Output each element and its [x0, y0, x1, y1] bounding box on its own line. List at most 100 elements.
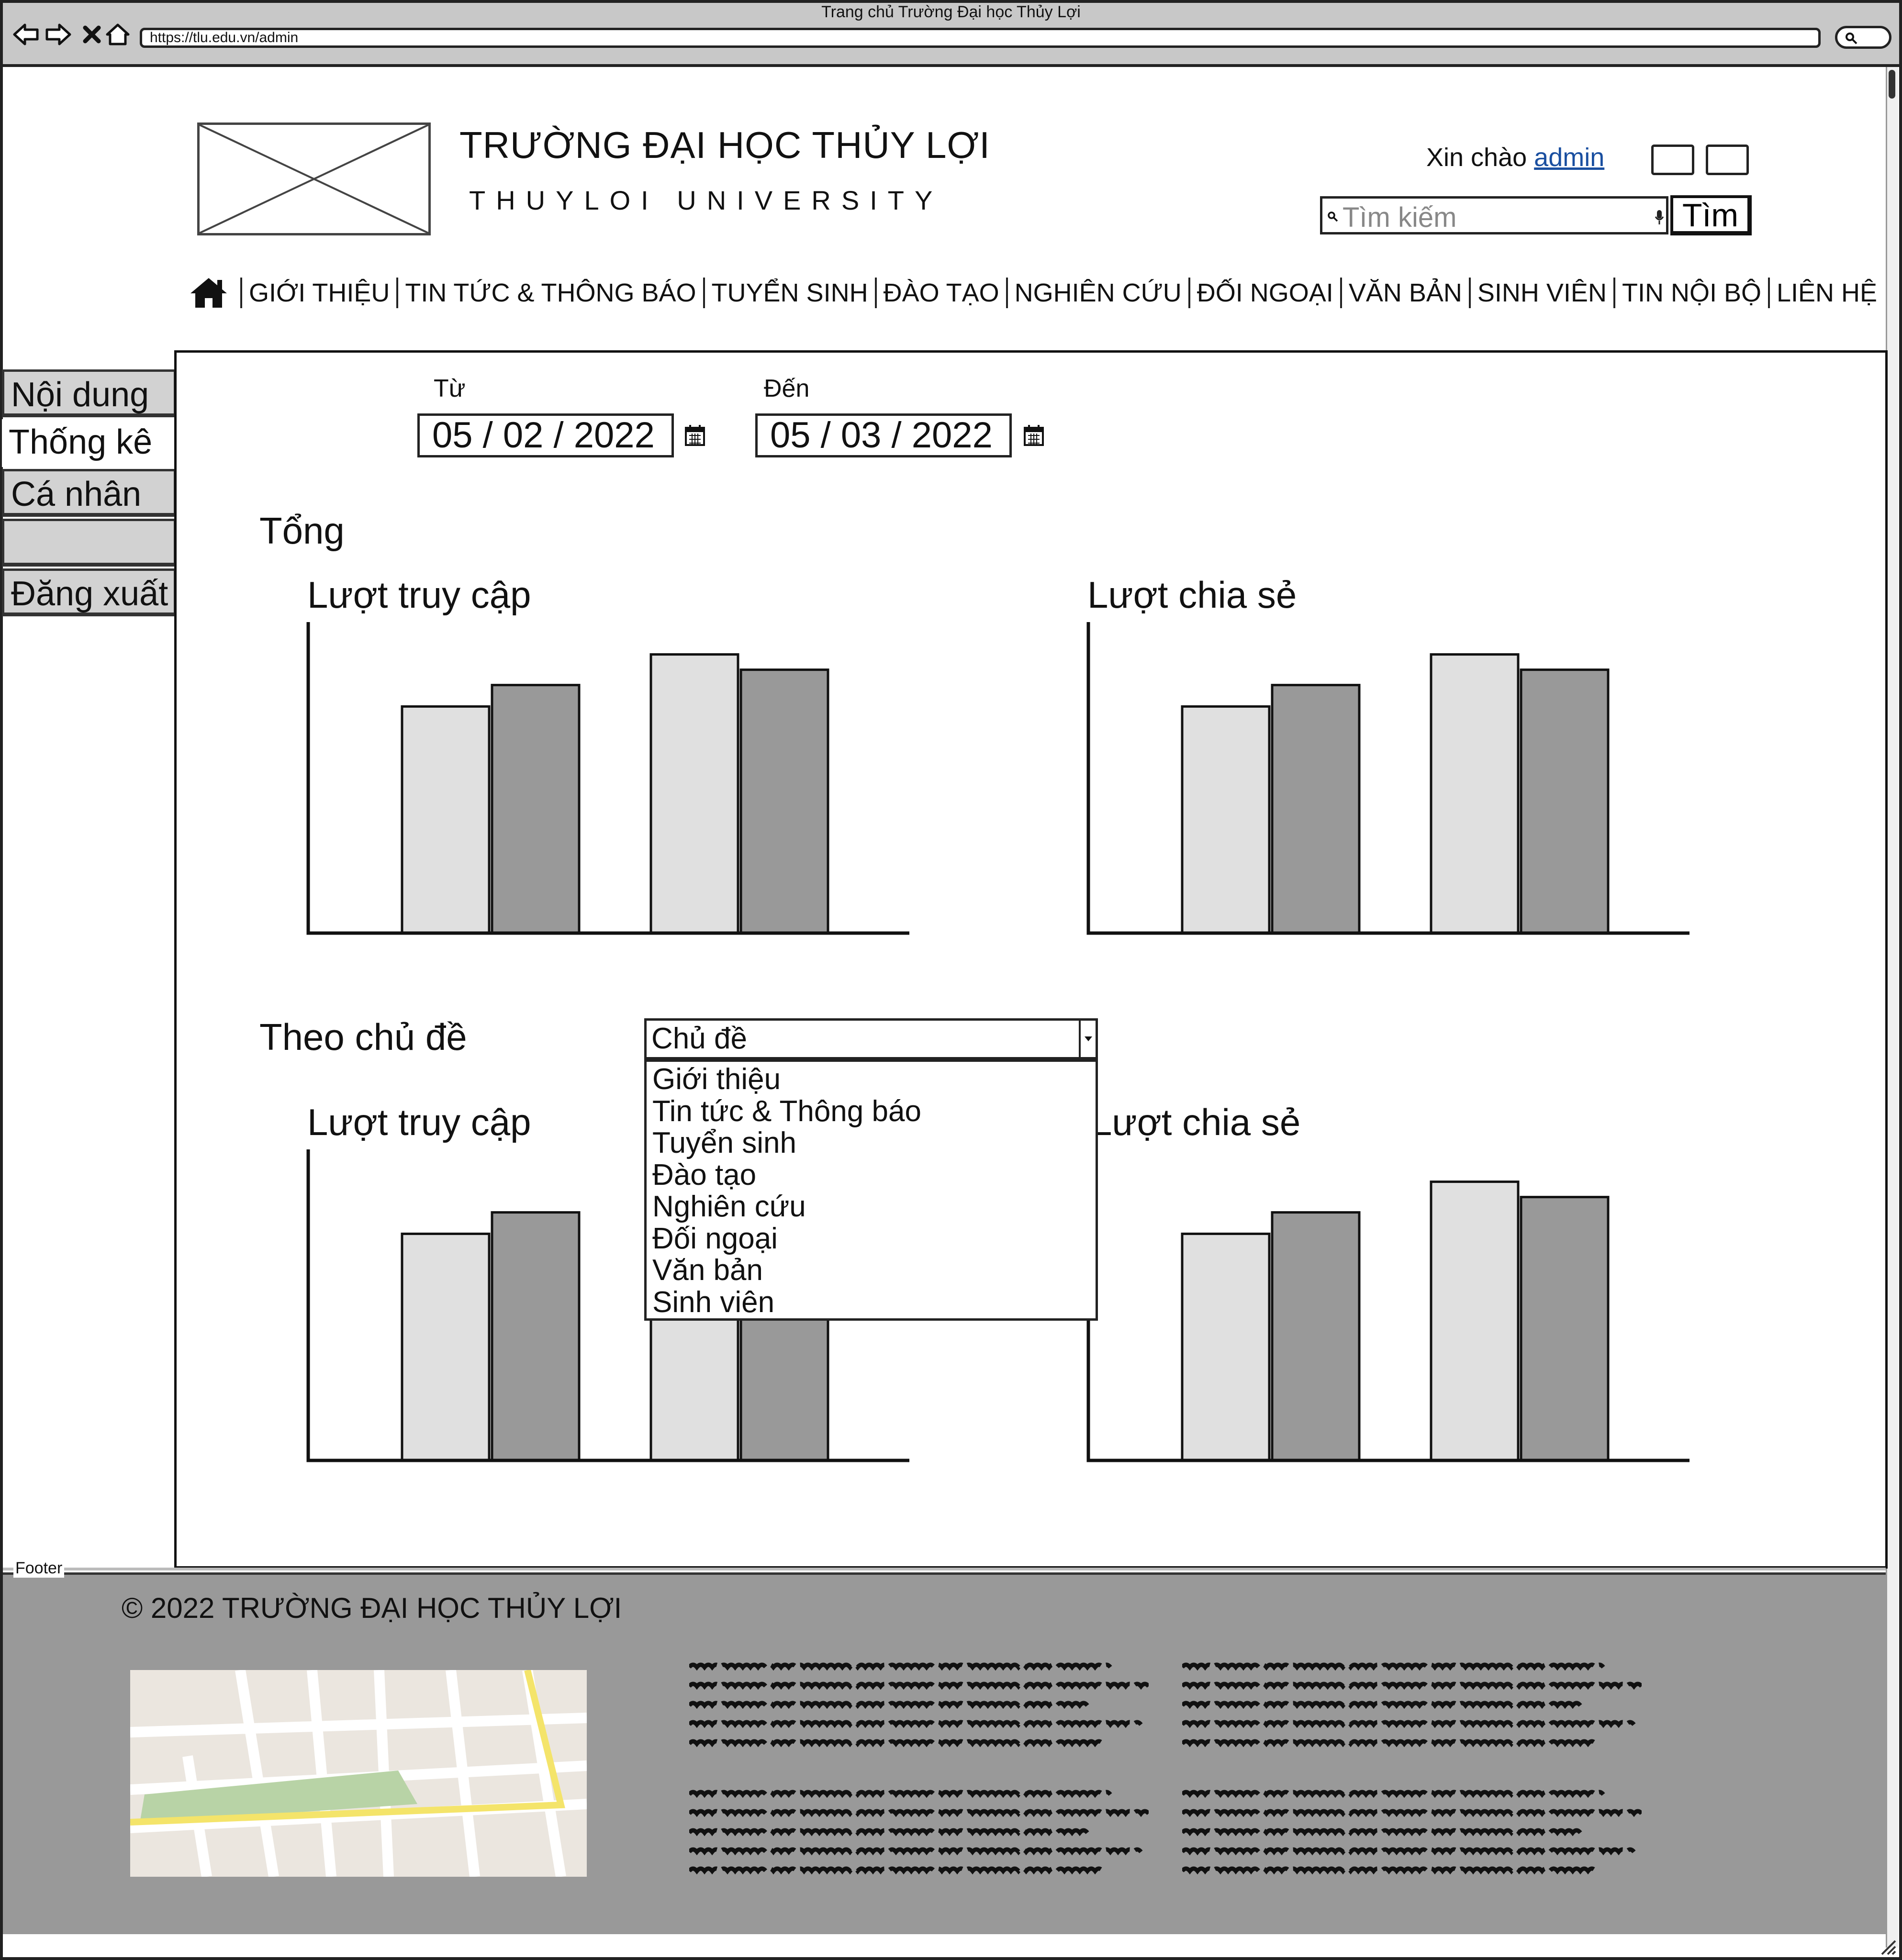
search-box	[1320, 196, 1668, 234]
topic-select[interactable]: Chủ đề	[644, 1018, 1098, 1059]
main-nav: GIỚI THIỆU TIN TỨC & THÔNG BÁO TUYỂN SIN…	[188, 274, 1877, 312]
topic-option[interactable]: Giới thiệu	[652, 1063, 781, 1096]
home-icon[interactable]	[102, 19, 133, 50]
window-title: Trang chủ Trường Đại học Thủy Lợi	[821, 3, 1081, 21]
to-date-field[interactable]: 05 / 03 / 2022	[755, 413, 1012, 457]
placeholder-text-line	[1182, 1809, 1642, 1817]
nav-separator	[1768, 278, 1770, 308]
chart-bar	[491, 1211, 581, 1462]
browser-search-field[interactable]	[1835, 26, 1891, 49]
resize-grip-icon[interactable]	[1878, 1937, 1897, 1956]
topic-option[interactable]: Đào tạo	[652, 1158, 757, 1192]
forward-icon[interactable]	[43, 19, 74, 50]
logo-placeholder	[197, 122, 431, 235]
placeholder-text-line	[689, 1809, 1149, 1817]
footer-text-block-1	[689, 1662, 1149, 1875]
nav-item-tin-tuc[interactable]: TIN TỨC & THÔNG BÁO	[405, 278, 696, 307]
search-input[interactable]	[1342, 202, 1640, 232]
nav-item-van-ban[interactable]: VĂN BẢN	[1348, 278, 1462, 307]
nav-item-sinh-vien[interactable]: SINH VIÊN	[1477, 278, 1607, 307]
placeholder-text-line	[689, 1847, 1143, 1856]
nav-item-dao-tao[interactable]: ĐÀO TẠO	[883, 278, 999, 307]
nav-separator	[1188, 278, 1190, 308]
map-image[interactable]	[130, 1670, 587, 1877]
placeholder-text-line	[1182, 1720, 1636, 1728]
nav-item-nghien-cuu[interactable]: NGHIÊN CỨU	[1014, 278, 1182, 307]
placeholder-text-line	[689, 1828, 1089, 1837]
school-name-en: THUYLOI UNIVERSITY	[469, 185, 943, 215]
placeholder-text-line	[1182, 1739, 1598, 1748]
header-button-2[interactable]	[1706, 145, 1749, 175]
topic-option[interactable]: Tuyển sinh	[652, 1126, 796, 1159]
placeholder-text-line	[689, 1662, 1112, 1671]
greeting: Xin chào admin	[1426, 143, 1604, 172]
summary-views-chart-title: Lượt truy cập	[307, 574, 531, 616]
sidebar-item-ca-nhan[interactable]: Cá nhân	[2, 469, 176, 517]
placeholder-text-line	[1182, 1866, 1598, 1875]
chart-axis	[306, 1149, 909, 1462]
chart-bar	[491, 684, 581, 935]
topic-dropdown-list: Giới thiệu Tin tức & Thông báo Tuyển sin…	[644, 1059, 1098, 1321]
nav-item-tin-noi-bo[interactable]: TIN NỘI BỘ	[1622, 278, 1761, 307]
topic-option[interactable]: Nghiên cứu	[652, 1190, 806, 1223]
nav-separator	[1468, 278, 1471, 308]
chart-bar	[1430, 653, 1520, 935]
placeholder-text-line	[689, 1739, 1105, 1748]
chart-bar	[739, 668, 829, 935]
placeholder-text-line	[1182, 1790, 1605, 1798]
username-link[interactable]: admin	[1534, 143, 1605, 172]
calendar-icon[interactable]	[1023, 424, 1044, 449]
topic-option[interactable]: Đối ngoại	[652, 1222, 778, 1255]
nav-item-gioi-thieu[interactable]: GIỚI THIỆU	[249, 278, 390, 307]
footer-border	[3, 1568, 1886, 1570]
by-topic-title: Theo chủ đề	[259, 1016, 467, 1058]
nav-separator	[1006, 278, 1008, 308]
placeholder-text-line	[1182, 1828, 1582, 1837]
scrollbar-thumb[interactable]	[1889, 70, 1895, 99]
placeholder-text-line	[689, 1701, 1089, 1709]
topic-views-chart-title: Lượt truy cập	[307, 1101, 531, 1143]
footer-legend: Footer	[13, 1559, 65, 1578]
chart-axis	[306, 622, 909, 935]
to-label: Đến	[764, 375, 810, 402]
sidebar-item-empty[interactable]	[2, 519, 176, 567]
search-icon	[1328, 212, 1338, 222]
copyright: © 2022 TRƯỜNG ĐẠI HỌC THỦY LỢI	[122, 1592, 622, 1624]
nav-item-lien-he[interactable]: LIÊN HỆ	[1776, 278, 1878, 307]
chart-bar	[1181, 705, 1271, 935]
nav-separator	[240, 278, 242, 308]
close-icon[interactable]	[77, 19, 107, 50]
sidebar-item-dang-xuat[interactable]: Đăng xuất	[2, 568, 176, 616]
search-icon	[1846, 33, 1857, 45]
chevron-down-icon[interactable]	[1079, 1020, 1096, 1058]
browser-viewport	[0, 67, 1902, 1960]
placeholder-text-line	[1182, 1662, 1605, 1671]
back-icon[interactable]	[11, 19, 41, 50]
chart-bar	[1271, 684, 1361, 935]
topic-shares-chart	[1086, 1149, 1689, 1462]
search-button[interactable]: Tìm	[1670, 195, 1752, 235]
placeholder-text-line	[1182, 1847, 1636, 1856]
from-label: Từ	[434, 375, 466, 402]
calendar-icon[interactable]	[684, 424, 705, 449]
home-nav-icon[interactable]	[188, 276, 230, 310]
chart-bar	[1520, 668, 1610, 935]
chart-bar	[1181, 1232, 1271, 1462]
topic-option[interactable]: Sinh viên	[652, 1285, 775, 1319]
header-button-1[interactable]	[1651, 145, 1694, 175]
topic-option[interactable]: Tin tức & Thông báo	[652, 1094, 921, 1128]
sidebar-item-noi-dung[interactable]: Nội dung	[2, 369, 176, 417]
microphone-icon[interactable]	[1655, 209, 1664, 225]
url-bar[interactable]: https://tlu.edu.vn/admin	[140, 28, 1821, 48]
topic-option[interactable]: Văn bản	[652, 1254, 763, 1287]
summary-shares-chart-title: Lượt chia sẻ	[1087, 574, 1297, 616]
summary-title: Tổng	[259, 510, 345, 552]
summary-shares-chart	[1086, 622, 1689, 935]
nav-item-tuyen-sinh[interactable]: TUYỂN SINH	[711, 278, 868, 307]
nav-separator	[1340, 278, 1342, 308]
nav-item-doi-ngoai[interactable]: ĐỐI NGOẠI	[1197, 278, 1333, 307]
sidebar-item-thong-ke[interactable]: Thống kê	[2, 419, 176, 467]
footer-text-block-2	[1182, 1662, 1642, 1875]
chart-bar	[649, 653, 739, 935]
from-date-field[interactable]: 05 / 02 / 2022	[417, 413, 674, 457]
